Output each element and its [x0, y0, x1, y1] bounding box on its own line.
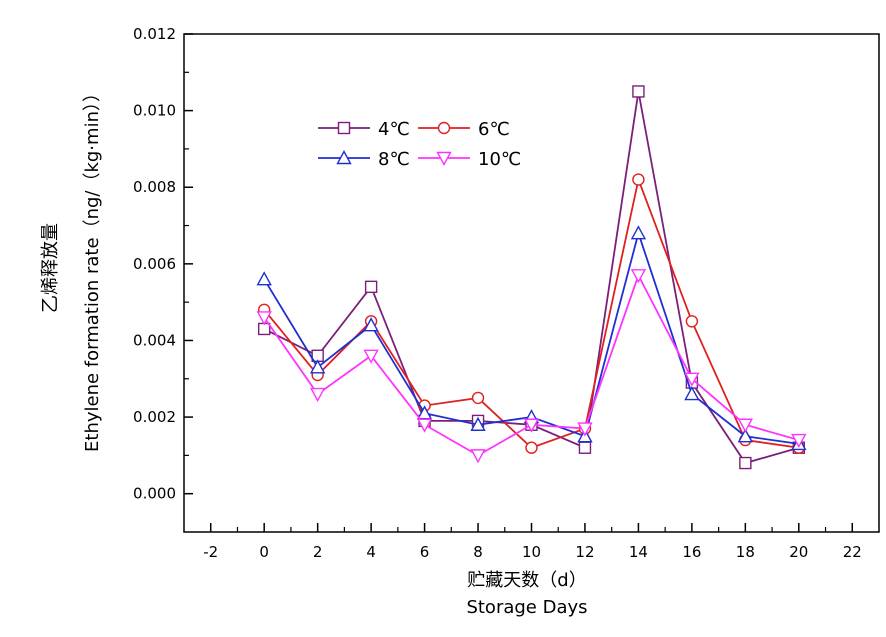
data-point	[739, 456, 752, 470]
series-line	[263, 91, 800, 465]
y-tick-label: 0.010	[133, 102, 176, 120]
data-point	[523, 418, 540, 433]
data-point	[632, 173, 645, 186]
plot-frame	[183, 33, 880, 533]
series-3	[256, 225, 807, 451]
data-point	[737, 418, 754, 433]
x-tick-label: 20	[789, 543, 808, 561]
data-point	[364, 280, 378, 294]
data-point	[578, 441, 592, 454]
y-tick-label: 0.012	[133, 25, 176, 43]
data-point	[470, 416, 486, 431]
series-layer	[256, 85, 807, 470]
y-axis-label-en: Ethylene formation rate（ng/（kg·min））	[82, 84, 103, 452]
x-tick-label: 16	[682, 543, 701, 561]
legend-item: 4℃	[318, 119, 410, 140]
y-tick-label: 0.002	[133, 408, 176, 426]
legend-label: 8℃	[378, 149, 410, 170]
data-point	[684, 386, 700, 401]
data-point	[577, 422, 593, 437]
x-tick-label: 2	[313, 543, 323, 561]
legend-label: 6℃	[478, 119, 510, 140]
legend-marker	[336, 150, 352, 165]
y-tick-label: 0.000	[133, 485, 176, 503]
plot-area	[183, 33, 880, 533]
series-4	[256, 269, 807, 464]
data-point	[525, 441, 538, 454]
legend-marker	[436, 151, 452, 166]
series-line	[263, 176, 799, 449]
x-tick-label: 14	[629, 543, 648, 561]
legend-item: 6℃	[418, 119, 510, 140]
data-point	[630, 225, 647, 240]
data-point	[309, 387, 326, 403]
data-point	[363, 317, 379, 332]
x-tick-label: 6	[420, 543, 430, 561]
x-tick-label: 0	[259, 543, 269, 561]
legend-item: 8℃	[318, 149, 410, 170]
y-axis-label-cn: 乙烯释放量	[40, 223, 61, 313]
x-tick-label: 4	[366, 543, 376, 561]
x-axis-label-en: Storage Days	[466, 597, 587, 618]
data-point	[630, 269, 647, 284]
data-point	[471, 391, 485, 405]
x-tick-label: 22	[843, 543, 862, 561]
x-tick-label: 18	[736, 543, 755, 561]
data-point	[363, 349, 379, 364]
data-point	[791, 433, 807, 449]
legend-label: 10℃	[478, 149, 521, 170]
data-point	[416, 418, 433, 433]
legend-item: 10℃	[418, 149, 521, 170]
y-tick-label: 0.008	[133, 178, 176, 196]
data-point	[737, 428, 754, 443]
data-point	[256, 311, 272, 326]
data-point	[470, 449, 486, 464]
data-point	[309, 359, 326, 374]
x-tick-label: 8	[473, 543, 483, 561]
y-tick-label: 0.006	[133, 255, 176, 273]
legend-marker	[337, 121, 351, 135]
data-point	[256, 271, 272, 286]
x-axis-label-cn: 贮藏天数（d）	[467, 570, 586, 591]
data-point	[684, 372, 700, 387]
legend-label: 4℃	[378, 119, 410, 140]
y-axis: 0.000 0.002 0.004 0.006 0.008 0.010 0.012	[133, 25, 193, 503]
x-tick-label: 10	[522, 543, 541, 561]
x-tick-label: -2	[203, 543, 218, 561]
x-axis: -2 0 2 4 6 8 10 12 14 16 18 20 22	[203, 523, 862, 561]
y-tick-label: 0.004	[133, 331, 176, 349]
legend: 4℃ 6℃ 8℃ 10℃	[318, 119, 521, 170]
x-tick-label: 12	[575, 543, 594, 561]
data-point	[632, 85, 645, 98]
data-point	[685, 315, 699, 328]
legend-marker	[437, 121, 451, 135]
